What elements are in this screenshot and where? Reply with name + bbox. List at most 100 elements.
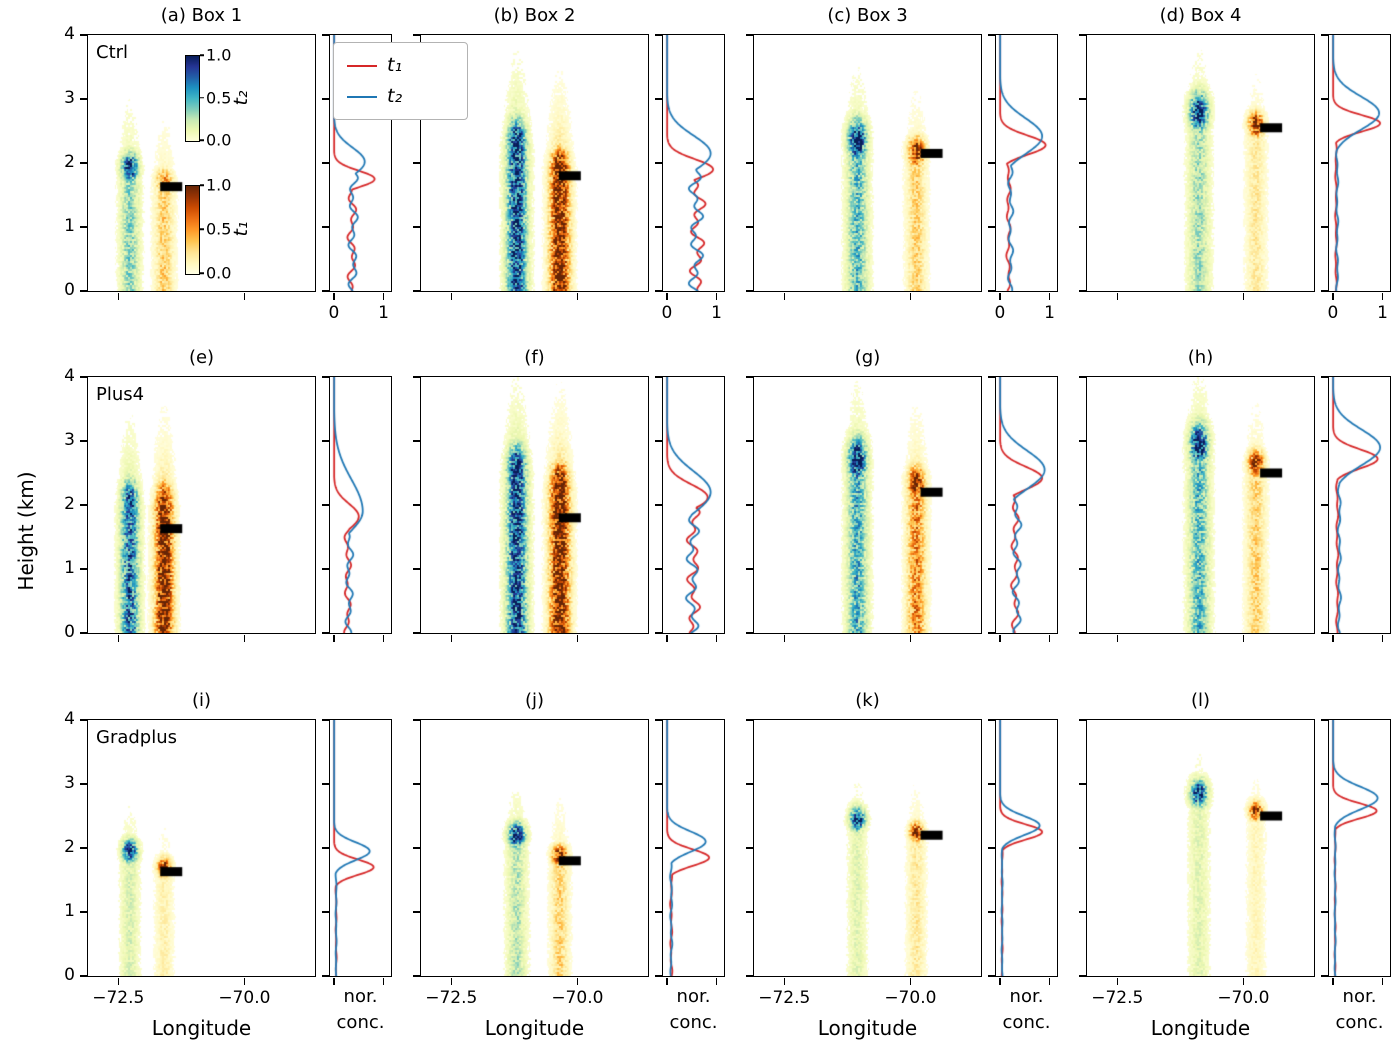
x-tick-mark [783, 634, 786, 642]
profile-tick-label: 1 [1377, 303, 1388, 323]
panel-b-profile [661, 33, 725, 292]
profile-tick-label: 1 [1044, 303, 1055, 323]
y-tick-mark [654, 632, 662, 634]
panel-d-main [1085, 33, 1315, 292]
x-tick-mark [1381, 292, 1384, 300]
colorbar-tick-mark [200, 228, 204, 230]
y-tick-mark [654, 290, 662, 292]
y-tick-mark [987, 783, 995, 785]
y-tick-mark [1320, 632, 1328, 634]
profile-tick-label: 0 [661, 303, 673, 323]
y-tick-mark [1320, 440, 1328, 442]
y-tick-mark [745, 911, 753, 913]
x-tick-mark [715, 292, 718, 300]
y-tick-label: 1 [64, 558, 75, 578]
y-tick-mark [321, 911, 329, 913]
y-tick-mark [321, 719, 329, 721]
y-tick-mark [654, 847, 662, 849]
y-tick-mark [79, 376, 87, 378]
profile-x-label: conc. [669, 1012, 718, 1033]
x-tick-mark [666, 977, 668, 985]
y-tick-mark [654, 783, 662, 785]
y-tick-mark [321, 290, 329, 292]
profile-x-label: conc. [1335, 1012, 1384, 1033]
y-tick-mark [654, 504, 662, 506]
x-tick-mark [909, 634, 912, 642]
panel-g-profile-lines [995, 376, 1057, 633]
y-tick-mark [1320, 162, 1328, 164]
x-tick-label: −70.0 [218, 988, 271, 1008]
y-tick-mark [321, 783, 329, 785]
x-tick-mark [1242, 292, 1245, 300]
y-tick-mark [745, 568, 753, 570]
x-axis-label: Longitude [1150, 1016, 1251, 1040]
panel-i-profile [328, 718, 392, 977]
y-tick-mark [987, 632, 995, 634]
y-tick-label: 0 [64, 622, 75, 642]
panel-e-heatmap [87, 376, 315, 633]
y-tick-mark [745, 162, 753, 164]
y-tick-mark [745, 975, 753, 977]
x-tick-mark [1332, 634, 1334, 642]
y-tick-label: 3 [64, 430, 75, 450]
y-tick-mark [79, 783, 87, 785]
y-tick-mark [987, 568, 995, 570]
y-tick-mark [1320, 568, 1328, 570]
colorbar-t2-tick-label: 1.0 [206, 45, 232, 65]
x-tick-mark [783, 977, 786, 985]
y-tick-mark [79, 440, 87, 442]
panel-e-main [86, 375, 316, 634]
panel-i-profile-lines [329, 719, 391, 976]
y-tick-mark [745, 847, 753, 849]
x-tick-mark [999, 292, 1001, 300]
y-tick-mark [412, 290, 420, 292]
panel-c-profile [994, 33, 1058, 292]
y-tick-mark [412, 440, 420, 442]
colorbar-t1: 1.0 0.5 0.0 t₁ [185, 176, 255, 283]
y-tick-mark [321, 162, 329, 164]
x-tick-mark [117, 977, 120, 985]
panel-g-profile [994, 375, 1058, 634]
y-tick-mark [412, 226, 420, 228]
y-tick-label: 2 [64, 837, 75, 857]
y-tick-mark [654, 34, 662, 36]
row-label-plus4: Plus4 [96, 384, 145, 405]
y-tick-mark [1078, 226, 1086, 228]
legend-line-t2 [347, 95, 377, 98]
y-tick-label: 3 [64, 773, 75, 793]
panel-d-title: (d) Box 4 [1159, 5, 1242, 26]
colorbar-t2-tick-label: 0.5 [206, 88, 232, 107]
y-tick-mark [79, 975, 87, 977]
legend-entry-t1: t₁ [347, 56, 467, 75]
x-tick-mark [450, 292, 453, 300]
y-tick-mark [987, 504, 995, 506]
panel-f-profile [661, 375, 725, 634]
x-tick-mark [576, 977, 579, 985]
colorbar-t2-tick-label: 0.0 [206, 130, 232, 150]
colorbar-tick-mark [200, 96, 204, 99]
panel-l-heatmap [1086, 719, 1314, 976]
panel-h-profile [1327, 375, 1391, 634]
x-tick-mark [243, 634, 246, 642]
y-tick-mark [745, 98, 753, 100]
y-tick-mark [321, 975, 329, 977]
y-tick-mark [412, 34, 420, 36]
y-tick-label: 4 [64, 366, 75, 386]
panel-c-heatmap [753, 34, 981, 291]
x-tick-mark [450, 977, 453, 985]
x-tick-mark [382, 292, 385, 300]
panel-a-main [86, 33, 316, 292]
panel-k-main [752, 718, 982, 977]
x-tick-mark [576, 634, 579, 642]
x-tick-mark [783, 292, 786, 300]
y-tick-mark [321, 226, 329, 228]
x-tick-mark [999, 634, 1001, 642]
x-tick-mark [1381, 977, 1384, 985]
x-tick-label: −70.0 [884, 988, 937, 1008]
x-tick-mark [909, 292, 912, 300]
colorbar-t1-tick-label: 0.5 [206, 219, 232, 239]
y-tick-mark [321, 504, 329, 506]
x-tick-mark [666, 292, 668, 300]
panel-h-main [1085, 375, 1315, 634]
x-tick-mark [1242, 634, 1245, 642]
